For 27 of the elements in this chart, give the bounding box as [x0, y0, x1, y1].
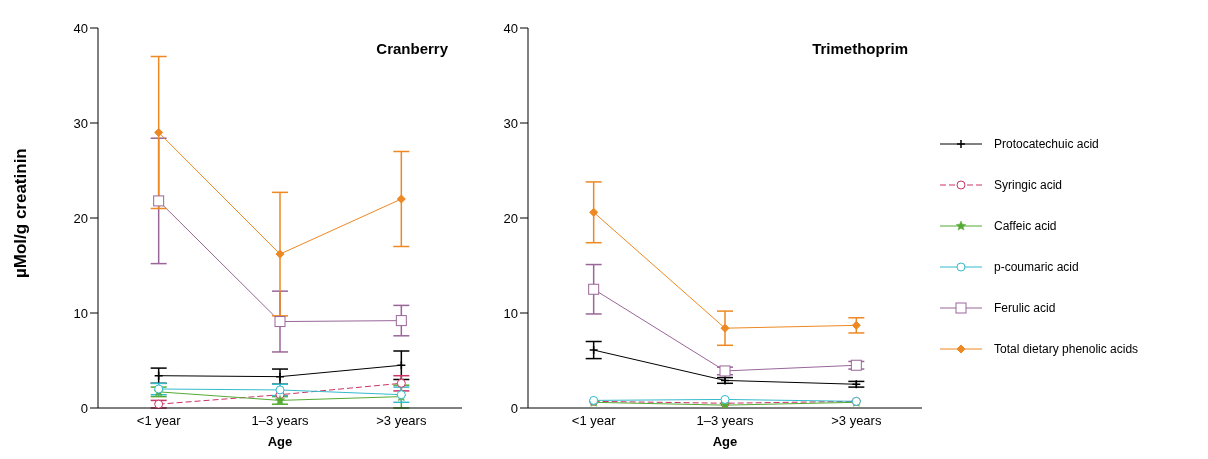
x-tick-label: <1 year — [136, 413, 182, 429]
text: Cranberry — [375, 40, 448, 57]
legend-label: Syringic acid — [994, 177, 1063, 192]
x-axis-title: Age — [267, 434, 293, 449]
y-tick-label: 10 — [503, 305, 518, 321]
x-tick-label: >3 years — [831, 413, 882, 429]
y-axis-title: µMol/g creatinin — [11, 148, 31, 278]
legend-label: Total dietary phenolic acids — [994, 341, 1139, 356]
y-tick-label: 30 — [73, 115, 88, 131]
y-tick-label: 40 — [73, 20, 88, 36]
y-tick-label: 30 — [503, 115, 518, 131]
x-tick-label: 1–3 years — [696, 413, 755, 429]
x-tick-label: <1 year — [571, 413, 617, 429]
legend-label: p-coumaric acid — [994, 259, 1079, 274]
x-axis-title: Age — [712, 434, 738, 449]
y-tick-label: 20 — [73, 210, 88, 226]
legend-label: Ferulic acid — [994, 300, 1056, 315]
text: Trimethoprim — [811, 40, 908, 57]
y-tick-label: 40 — [503, 20, 518, 36]
x-tick-label: >3 years — [376, 413, 427, 429]
x-tick-label: 1–3 years — [251, 413, 310, 429]
y-tick-label: 0 — [80, 400, 88, 416]
legend-label: Caffeic acid — [994, 218, 1057, 233]
y-tick-label: 20 — [503, 210, 518, 226]
legend-label: Protocatechuic acid — [994, 136, 1099, 151]
y-tick-label: 0 — [510, 400, 518, 416]
y-tick-label: 10 — [73, 305, 88, 321]
